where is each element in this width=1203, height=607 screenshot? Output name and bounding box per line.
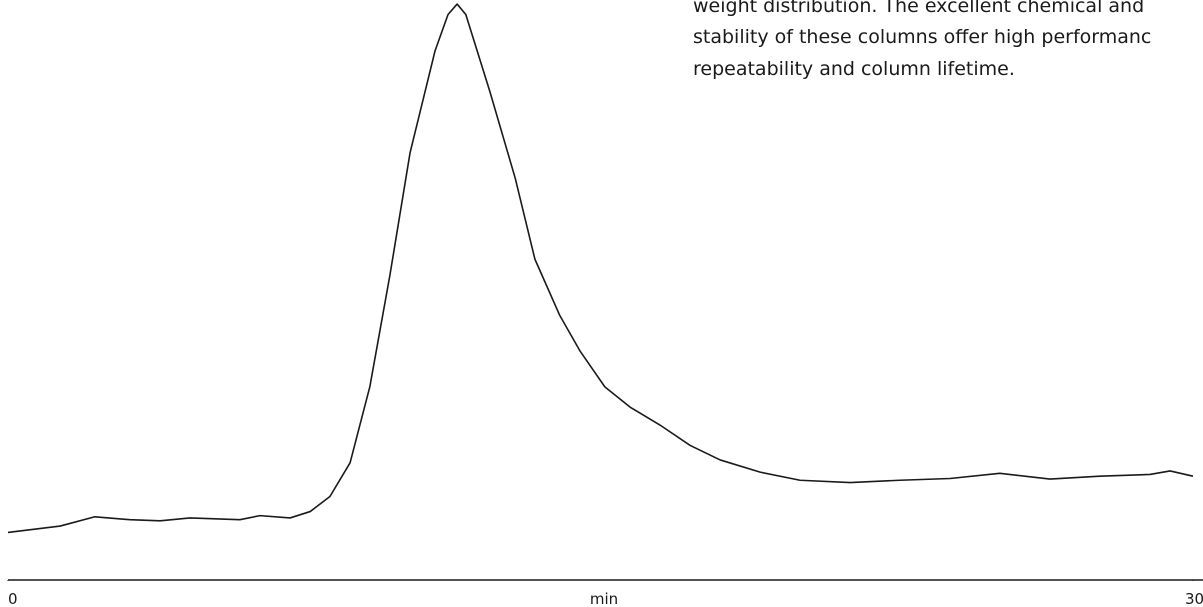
annotation: weight distribution. The excellent chemi… [693, 0, 1144, 17]
x-axis-label: min [590, 590, 618, 607]
x-tick-label: 30 [1185, 590, 1203, 607]
annotation: repeatability and column lifetime. [693, 58, 1015, 80]
x-tick-label: 0 [8, 590, 18, 607]
chromatogram-line [7, 3, 1194, 534]
annotation: stability of these columns offer high pe… [693, 26, 1151, 48]
